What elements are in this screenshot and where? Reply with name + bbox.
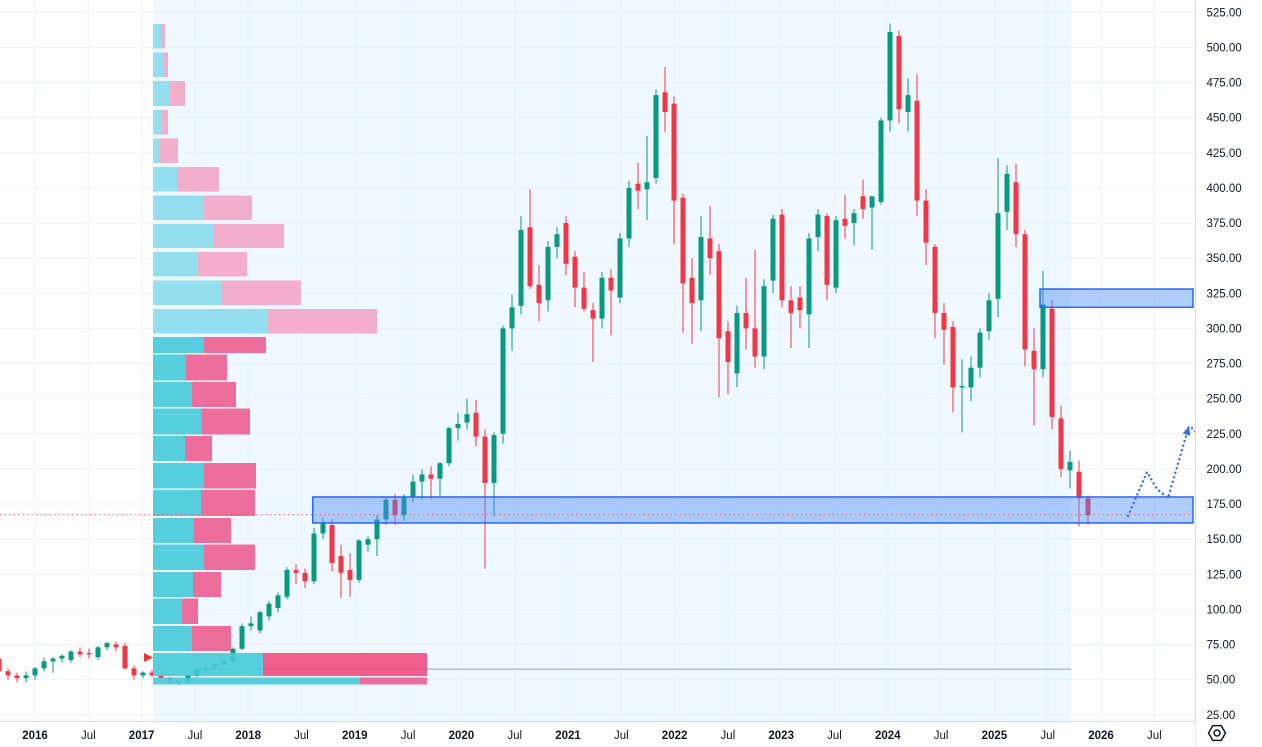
time-axis-label: 2018 bbox=[235, 730, 261, 742]
time-axis-label: 2026 bbox=[1088, 730, 1114, 742]
time-axis[interactable]: 2016 Jul 2017 Jul 2018 Jul 2019 Jul 2020 Jul 2021 J… bbox=[0, 721, 1196, 747]
price-axis-label: 250.00 bbox=[1207, 394, 1242, 406]
time-axis-label: Jul bbox=[934, 730, 949, 742]
time-axis-label: 2019 bbox=[342, 730, 368, 742]
time-axis-label: 2020 bbox=[449, 730, 475, 742]
time-axis-label: Jul bbox=[1147, 730, 1162, 742]
axis-settings-icon[interactable] bbox=[1207, 724, 1227, 742]
time-axis-label: Jul bbox=[614, 730, 629, 742]
time-axis-label: Jul bbox=[188, 730, 203, 742]
price-axis-label: 25.00 bbox=[1207, 710, 1236, 722]
volume-profile[interactable] bbox=[153, 24, 427, 685]
price-axis-label: 50.00 bbox=[1207, 675, 1236, 687]
time-axis-label: Jul bbox=[1040, 730, 1055, 742]
time-axis-label: Jul bbox=[81, 730, 96, 742]
candlestick-series[interactable] bbox=[0, 23, 1091, 686]
price-axis-label: 200.00 bbox=[1207, 464, 1242, 476]
time-axis-label: 2023 bbox=[768, 730, 794, 742]
price-axis-label: 500.00 bbox=[1207, 42, 1242, 54]
price-axis-label: 175.00 bbox=[1207, 499, 1242, 511]
price-axis-label: 450.00 bbox=[1207, 113, 1242, 125]
price-axis-label: 225.00 bbox=[1207, 429, 1242, 441]
profile-poc-arrow-icon bbox=[144, 653, 153, 662]
price-axis-label: 75.00 bbox=[1207, 640, 1236, 652]
time-axis-label: Jul bbox=[721, 730, 736, 742]
time-axis-label: 2024 bbox=[875, 730, 901, 742]
price-axis-label: 350.00 bbox=[1207, 253, 1242, 265]
price-axis-label: 275.00 bbox=[1207, 359, 1242, 371]
time-axis-label: Jul bbox=[401, 730, 416, 742]
price-axis-label: 100.00 bbox=[1207, 604, 1242, 616]
price-axis-label: 125.00 bbox=[1207, 569, 1242, 581]
price-axis-label: 150.00 bbox=[1207, 534, 1242, 546]
time-axis-label: 2022 bbox=[662, 730, 688, 742]
time-axis-label: Jul bbox=[507, 730, 522, 742]
time-axis-label: 2016 bbox=[22, 730, 48, 742]
time-axis-label: 2025 bbox=[982, 730, 1008, 742]
price-axis-label: 375.00 bbox=[1207, 218, 1242, 230]
time-axis-label: 2021 bbox=[555, 730, 581, 742]
price-axis-label: 400.00 bbox=[1207, 183, 1242, 195]
price-axis-label: 300.00 bbox=[1207, 323, 1242, 335]
time-axis-label: 2017 bbox=[129, 730, 155, 742]
price-axis[interactable]: 525.00 500.00 475.00 450.00 425.00 400.00 375.… bbox=[1195, 0, 1262, 747]
supply-demand-zones[interactable] bbox=[311, 288, 1194, 524]
price-axis-label: 325.00 bbox=[1207, 288, 1242, 300]
time-axis-label: Jul bbox=[294, 730, 309, 742]
price-axis-label: 525.00 bbox=[1207, 7, 1242, 19]
price-axis-label: 475.00 bbox=[1207, 78, 1242, 90]
time-axis-label: Jul bbox=[827, 730, 842, 742]
price-axis-label: 425.00 bbox=[1207, 148, 1242, 160]
